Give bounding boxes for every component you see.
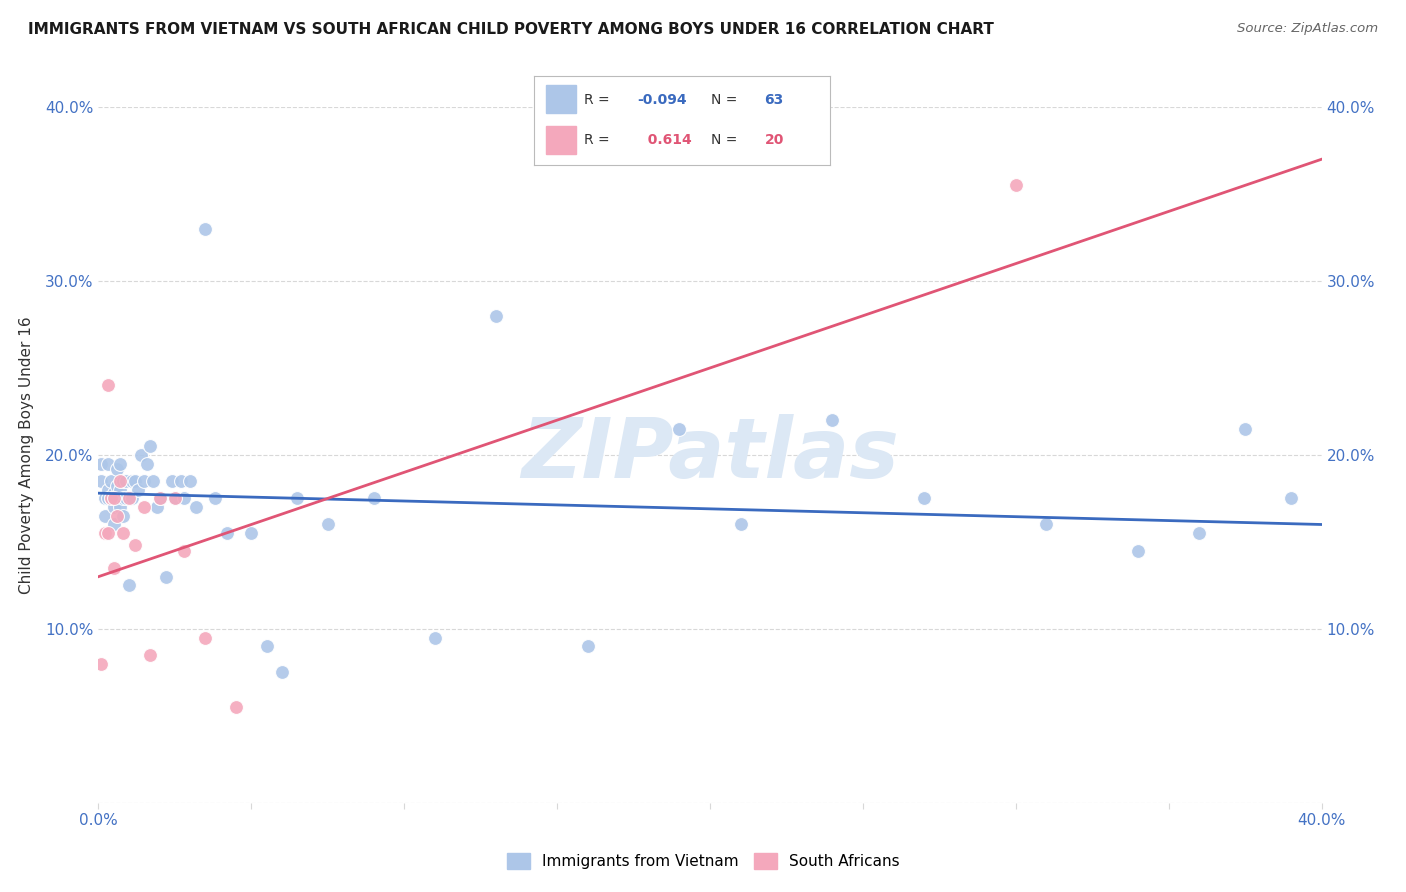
Text: 63: 63 xyxy=(765,93,783,107)
Point xyxy=(100,474,122,488)
Point xyxy=(93,491,115,506)
Point xyxy=(423,631,446,645)
Point xyxy=(118,578,141,592)
Point xyxy=(170,474,193,488)
Point xyxy=(90,457,112,471)
Point xyxy=(173,491,195,506)
Text: R =: R = xyxy=(585,93,610,107)
Text: 20: 20 xyxy=(765,133,785,147)
Point xyxy=(93,508,115,523)
Bar xyxy=(546,85,575,113)
Point xyxy=(93,526,115,541)
Point xyxy=(145,500,167,514)
Point xyxy=(97,457,120,471)
Point xyxy=(100,491,122,506)
Text: Source: ZipAtlas.com: Source: ZipAtlas.com xyxy=(1237,22,1378,36)
Point xyxy=(730,517,752,532)
Point xyxy=(105,491,128,506)
Point xyxy=(103,517,125,532)
Point xyxy=(103,561,125,575)
Point xyxy=(316,517,339,532)
Point xyxy=(97,483,120,497)
Point xyxy=(127,483,149,497)
Point xyxy=(270,665,292,680)
Point xyxy=(136,457,159,471)
Point xyxy=(108,500,131,514)
Point xyxy=(285,491,308,506)
Point xyxy=(194,631,217,645)
Point xyxy=(134,500,156,514)
Point xyxy=(134,474,156,488)
Point xyxy=(204,491,226,506)
Point xyxy=(105,462,128,476)
Text: N =: N = xyxy=(711,133,738,147)
Legend: Immigrants from Vietnam, South Africans: Immigrants from Vietnam, South Africans xyxy=(501,847,905,875)
Point xyxy=(118,491,141,506)
Point xyxy=(115,474,138,488)
Point xyxy=(225,700,247,714)
Point xyxy=(240,526,263,541)
Point xyxy=(1004,178,1026,193)
Point xyxy=(100,491,122,506)
Point xyxy=(115,491,138,506)
Point xyxy=(103,486,125,500)
Text: N =: N = xyxy=(711,93,738,107)
Text: -0.094: -0.094 xyxy=(638,93,688,107)
Point xyxy=(1035,517,1057,532)
Point xyxy=(1234,422,1257,436)
Point xyxy=(163,491,186,506)
Point xyxy=(111,491,134,506)
Point xyxy=(160,474,183,488)
Point xyxy=(1128,543,1150,558)
Point xyxy=(90,474,112,488)
Point xyxy=(912,491,935,506)
Point xyxy=(121,491,143,506)
Point xyxy=(163,491,186,506)
Text: ZIPatlas: ZIPatlas xyxy=(522,415,898,495)
Point xyxy=(186,500,208,514)
Point xyxy=(149,491,172,506)
Point xyxy=(668,422,690,436)
Point xyxy=(485,309,508,323)
Point xyxy=(1279,491,1302,506)
Point xyxy=(139,439,162,453)
Point xyxy=(576,639,599,653)
Point xyxy=(103,491,125,506)
Point xyxy=(194,221,217,235)
Point xyxy=(90,657,112,671)
Point xyxy=(97,378,120,392)
Point xyxy=(821,413,844,427)
Point xyxy=(139,648,162,662)
Point xyxy=(105,508,128,523)
Bar xyxy=(546,126,575,154)
Point xyxy=(108,474,131,488)
Point xyxy=(97,526,120,541)
Point xyxy=(124,474,146,488)
Point xyxy=(179,474,201,488)
Text: 0.614: 0.614 xyxy=(638,133,692,147)
Y-axis label: Child Poverty Among Boys Under 16: Child Poverty Among Boys Under 16 xyxy=(18,316,34,594)
Point xyxy=(1188,526,1211,541)
Point xyxy=(256,639,278,653)
Point xyxy=(111,474,134,488)
Point xyxy=(155,570,177,584)
Point xyxy=(108,483,131,497)
Point xyxy=(149,491,172,506)
Point xyxy=(111,508,134,523)
Text: IMMIGRANTS FROM VIETNAM VS SOUTH AFRICAN CHILD POVERTY AMONG BOYS UNDER 16 CORRE: IMMIGRANTS FROM VIETNAM VS SOUTH AFRICAN… xyxy=(28,22,994,37)
Text: R =: R = xyxy=(585,133,610,147)
Point xyxy=(215,526,238,541)
Point xyxy=(129,448,152,462)
Point xyxy=(173,543,195,558)
Point xyxy=(97,491,120,506)
Point xyxy=(121,474,143,488)
Point xyxy=(363,491,385,506)
Point xyxy=(105,479,128,493)
Point xyxy=(103,500,125,514)
Point xyxy=(142,474,165,488)
Point xyxy=(108,457,131,471)
Point xyxy=(124,538,146,552)
Point xyxy=(111,526,134,541)
